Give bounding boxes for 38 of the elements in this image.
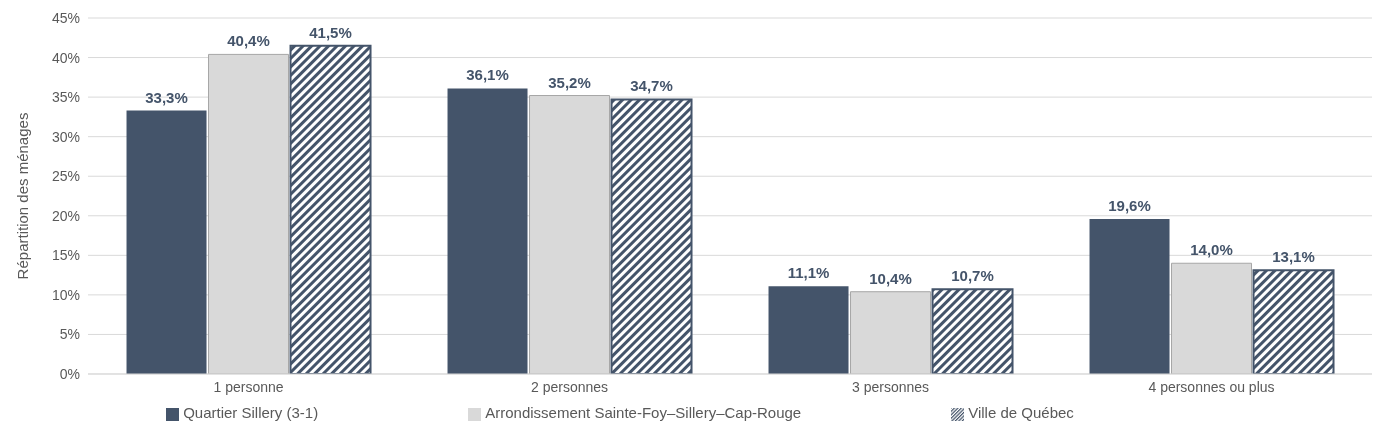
data-label: 40,4% <box>227 32 270 50</box>
bar <box>768 286 849 374</box>
data-label: 19,6% <box>1108 196 1151 214</box>
x-tick-label: 3 personnes <box>851 378 930 395</box>
data-label: 10,7% <box>951 267 994 285</box>
y-tick-label: 10% <box>51 286 80 303</box>
x-tick-label: 2 personnes <box>530 378 609 395</box>
x-tick-label: 4 personnes ou plus <box>1148 378 1275 395</box>
bar <box>1089 218 1170 374</box>
data-label: 34,7% <box>630 77 673 95</box>
bar <box>1252 269 1335 374</box>
data-label: 35,2% <box>548 73 591 91</box>
data-label: 13,1% <box>1272 248 1315 266</box>
data-label: 10,4% <box>869 269 912 287</box>
y-tick-label: 0% <box>59 365 80 382</box>
data-label: 41,5% <box>309 23 352 41</box>
data-label: 33,3% <box>145 88 188 106</box>
x-tick-label: 1 personne <box>213 378 284 395</box>
legend-label: Arrondissement Sainte-Foy–Sillery–Cap-Rouge <box>485 404 802 421</box>
y-tick-label: 30% <box>51 128 80 145</box>
y-tick-label: 25% <box>51 168 80 185</box>
data-label: 11,1% <box>787 264 830 282</box>
bar <box>447 88 528 374</box>
bar <box>931 288 1014 374</box>
y-tick-label: 40% <box>51 49 80 66</box>
y-tick-label: 15% <box>51 247 80 264</box>
y-axis-title: Répartition des ménages <box>14 112 32 280</box>
legend-label: Ville de Québec <box>968 404 1074 421</box>
bar <box>610 98 693 374</box>
y-tick-label: 45% <box>51 9 80 26</box>
data-label: 36,1% <box>466 66 509 84</box>
bar <box>126 110 207 374</box>
y-tick-label: 20% <box>51 207 80 224</box>
data-label: 14,0% <box>1190 241 1233 259</box>
y-tick-label: 35% <box>51 89 80 106</box>
y-tick-label: 5% <box>59 326 80 343</box>
bar <box>289 44 372 374</box>
legend-label: Quartier Sillery (3-1) <box>183 404 319 421</box>
